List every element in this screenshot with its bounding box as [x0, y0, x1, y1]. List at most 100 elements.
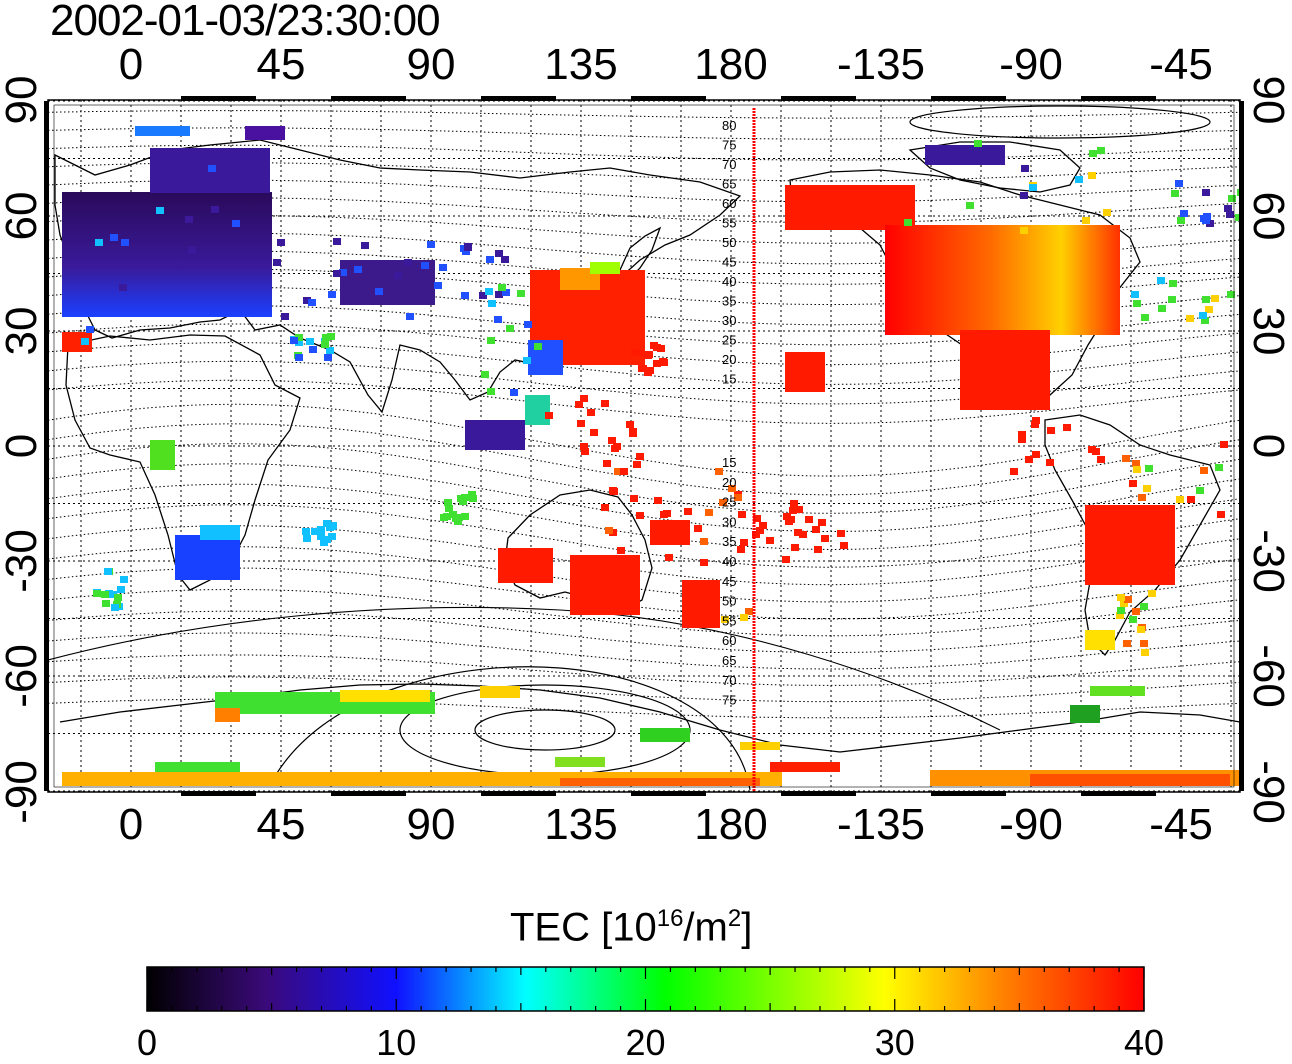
frame-tick-top — [481, 96, 556, 101]
tec-region-europe — [62, 192, 272, 317]
tec-cell — [1025, 456, 1033, 463]
coastline-australia — [504, 489, 653, 613]
tec-cell — [665, 554, 673, 561]
tec-cell — [631, 349, 639, 356]
tec-cell — [636, 453, 644, 460]
tec-region-antarctica-9 — [770, 762, 840, 772]
frame-tick-bottom — [331, 791, 406, 796]
frame-tick-left — [44, 561, 49, 676]
tec-cell — [812, 526, 820, 533]
tec-cell — [1202, 217, 1210, 224]
coastline-europe-asia — [54, 139, 742, 414]
tec-region-philippines — [525, 395, 550, 425]
tec-cell — [461, 292, 469, 299]
tec-cell — [1171, 190, 1179, 197]
tec-cell — [966, 202, 974, 209]
tec-cell — [794, 529, 802, 536]
tec-cell — [1120, 600, 1128, 607]
tec-cell — [1140, 603, 1148, 610]
tec-cell — [102, 600, 110, 607]
tec-cell — [101, 591, 109, 598]
tec-cell — [1133, 300, 1141, 307]
tec-cell — [1010, 468, 1018, 475]
lon-tick-label-bottom: -45 — [1149, 800, 1213, 849]
lon-tick-label-bottom: 45 — [256, 800, 306, 849]
tec-cell — [1157, 277, 1165, 284]
tec-cell — [93, 590, 101, 597]
tec-cell — [790, 500, 798, 507]
magnetic-lat-label: 50 — [722, 594, 736, 609]
tec-cell — [1227, 291, 1235, 298]
tec-cell — [603, 460, 611, 467]
tec-cell — [462, 248, 470, 255]
frame-ticks — [44, 96, 1244, 796]
colorbar-tick-label: 10 — [376, 1022, 417, 1063]
tec-cell — [614, 468, 622, 475]
magnetic-lat-label: 40 — [722, 274, 736, 289]
magnetic-contour — [48, 504, 1240, 568]
tec-cell — [1097, 147, 1105, 154]
tec-cell — [1089, 150, 1097, 157]
magnetic-contour — [48, 589, 1240, 637]
tec-cell — [188, 247, 196, 254]
tec-cell — [454, 518, 462, 525]
tec-cell — [1021, 165, 1029, 172]
tec-cell — [1132, 460, 1140, 467]
magnetic-lat-label: 35 — [722, 294, 736, 309]
tec-cell — [303, 297, 311, 304]
north-magnetic-pole-contour — [909, 105, 1211, 139]
tec-cell — [121, 239, 129, 246]
magnetic-latitude-labels: 80 75 70 65 60 55 50 45 40 35 30 25 20 15 15 20 25 30 35 40… — [722, 118, 736, 708]
frame-tick-top — [181, 96, 256, 101]
tec-cell — [840, 542, 848, 549]
tec-cell — [818, 519, 826, 526]
tec-region-arctic-cyan — [135, 126, 190, 136]
tec-cell — [1205, 306, 1213, 313]
tec-cell — [740, 539, 748, 546]
tec-cell — [715, 468, 723, 475]
frame-tick-left — [44, 446, 49, 561]
tec-cell — [440, 514, 448, 521]
tec-cell — [1018, 431, 1026, 438]
tec-cell — [109, 591, 117, 598]
tec-cell — [1200, 467, 1208, 474]
lon-tick-label-top: -45 — [1149, 40, 1213, 89]
magnetic-lat-label: 65 — [722, 177, 736, 192]
tec-cell — [1180, 210, 1188, 217]
lon-tick-label-bottom: 180 — [694, 800, 768, 849]
tec-cell — [1031, 421, 1039, 428]
lat-tick-label-left: -30 — [0, 529, 46, 593]
tec-cell — [1158, 305, 1166, 312]
tec-cell — [404, 259, 412, 266]
magnetic-lat-label: 60 — [722, 633, 736, 648]
tec-cell — [1145, 465, 1153, 472]
lat-tick-label-right: -60 — [1244, 644, 1292, 708]
tec-region-indonesia — [465, 420, 525, 450]
tec-cell — [523, 357, 531, 364]
lon-tick-label-top: 45 — [256, 40, 306, 89]
tec-cell — [617, 547, 625, 554]
lat-tick-label-right: 90 — [1244, 75, 1292, 125]
map-frame-inner — [53, 104, 1235, 788]
tec-cell — [580, 443, 588, 450]
magnetic-contour — [48, 144, 1240, 161]
tec-cell — [821, 535, 829, 542]
frame-tick-top — [1081, 96, 1156, 101]
tec-cell — [1137, 626, 1145, 633]
tec-cell — [608, 437, 616, 444]
tec-cell — [468, 491, 476, 498]
tec-cell — [498, 284, 506, 291]
lon-tick-label-bottom: -135 — [836, 800, 926, 849]
tec-cell — [501, 256, 509, 263]
tec-cell — [663, 510, 671, 517]
tec-cell — [795, 506, 803, 513]
tec-cell — [281, 313, 289, 320]
tec-cell — [328, 533, 336, 540]
tec-cell — [805, 516, 813, 523]
tec-cell — [660, 359, 668, 366]
tec-cell — [684, 508, 692, 515]
tec-cell — [290, 337, 298, 344]
frame-tick-bottom — [181, 791, 256, 796]
tec-cell — [517, 290, 525, 297]
tec-cell — [486, 256, 494, 263]
